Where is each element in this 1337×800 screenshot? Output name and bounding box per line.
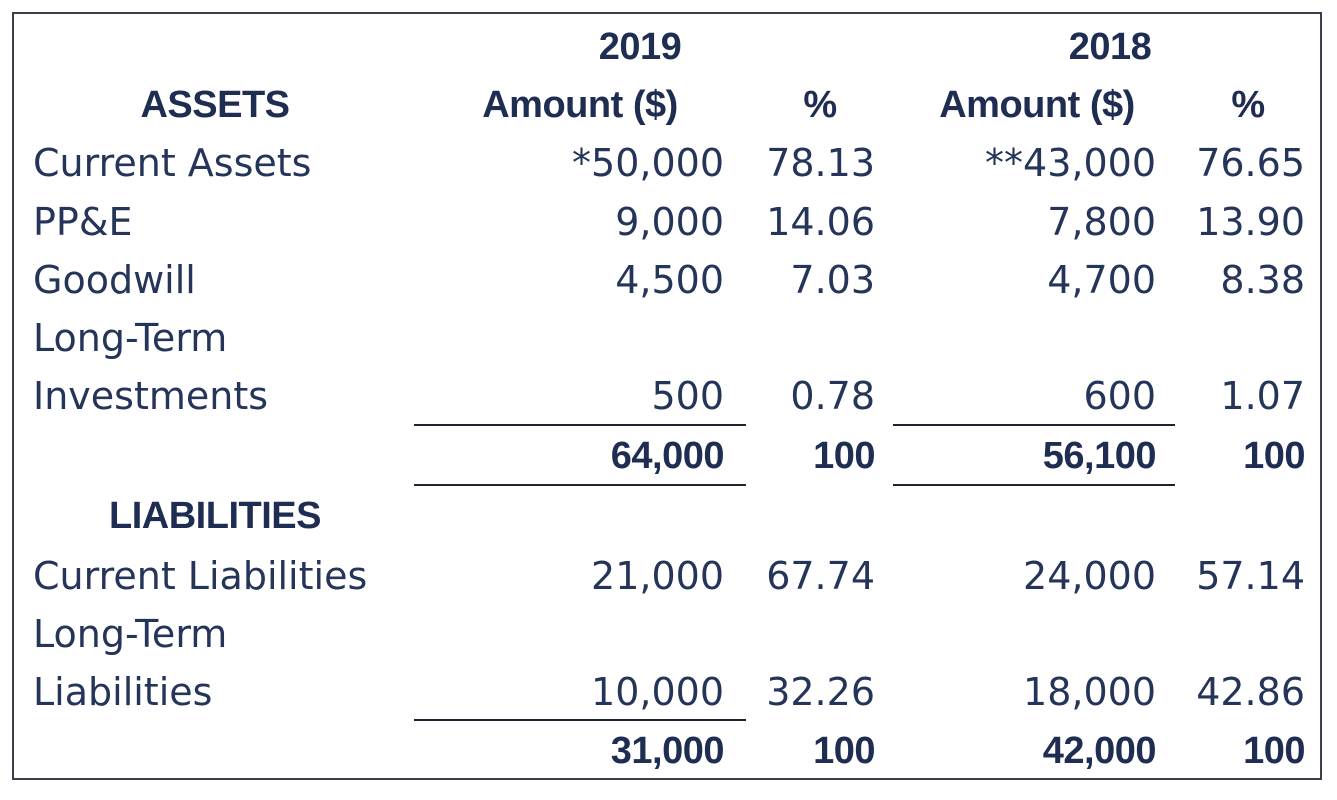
assets-heading: ASSETS <box>140 84 290 126</box>
goodwill-amount-2018: 4,700 <box>1047 258 1156 302</box>
liabilities-subtotal-rule-2019 <box>414 719 746 721</box>
current-assets-amount-2019: *50,000 <box>572 141 724 185</box>
current-liabilities-pct-2019: 67.74 <box>766 554 875 598</box>
current-assets-pct-2018: 76.65 <box>1196 141 1305 185</box>
ppe-amount-2018: 7,800 <box>1047 200 1156 244</box>
year-2019-header: 2019 <box>598 26 682 68</box>
row-label-long-term-liabilities-line1: Long-Term <box>33 612 228 656</box>
row-label-current-assets: Current Assets <box>33 141 312 185</box>
amount-2019-header: Amount ($) <box>482 84 678 126</box>
liabilities-heading: LIABILITIES <box>109 495 321 537</box>
pct-2019-header: % <box>803 84 837 126</box>
row-label-long-term-investments-line1: Long-Term <box>33 316 228 360</box>
lt-investments-pct-2018: 1.07 <box>1220 374 1305 418</box>
row-label-long-term-liabilities-line2: Liabilities <box>33 670 213 714</box>
current-assets-amount-2018: **43,000 <box>985 141 1156 185</box>
lt-liabilities-amount-2018: 18,000 <box>1023 670 1156 714</box>
assets-total-rule-2018 <box>893 484 1175 486</box>
balance-sheet-table <box>12 12 1322 780</box>
amount-2018-header: Amount ($) <box>939 84 1135 126</box>
row-label-ppe: PP&E <box>33 200 133 244</box>
goodwill-pct-2019: 7.03 <box>790 258 875 302</box>
current-liabilities-amount-2019: 21,000 <box>591 554 724 598</box>
row-label-goodwill: Goodwill <box>33 258 196 302</box>
assets-total-amount-2019: 64,000 <box>610 435 725 477</box>
current-liabilities-amount-2018: 24,000 <box>1023 554 1156 598</box>
assets-total-pct-2018: 100 <box>1243 435 1305 477</box>
ppe-pct-2018: 13.90 <box>1196 200 1305 244</box>
assets-total-rule-2019 <box>414 484 746 486</box>
assets-total-pct-2019: 100 <box>813 435 875 477</box>
pct-2018-header: % <box>1231 84 1265 126</box>
liabilities-total-amount-2019: 31,000 <box>610 730 725 772</box>
liabilities-total-pct-2018: 100 <box>1243 730 1305 772</box>
ppe-amount-2019: 9,000 <box>615 200 724 244</box>
goodwill-amount-2019: 4,500 <box>615 258 724 302</box>
liabilities-total-pct-2019: 100 <box>813 730 875 772</box>
current-assets-pct-2019: 78.13 <box>766 141 875 185</box>
assets-total-amount-2018: 56,100 <box>1042 435 1157 477</box>
lt-investments-amount-2019: 500 <box>651 374 724 418</box>
lt-liabilities-pct-2018: 42.86 <box>1196 670 1305 714</box>
assets-subtotal-rule-2019 <box>414 424 746 426</box>
lt-liabilities-pct-2019: 32.26 <box>766 670 875 714</box>
assets-subtotal-rule-2018 <box>893 424 1175 426</box>
liabilities-total-amount-2018: 42,000 <box>1042 730 1157 772</box>
current-liabilities-pct-2018: 57.14 <box>1196 554 1305 598</box>
year-2018-header: 2018 <box>1068 26 1152 68</box>
ppe-pct-2019: 14.06 <box>766 200 875 244</box>
lt-liabilities-amount-2019: 10,000 <box>591 670 724 714</box>
goodwill-pct-2018: 8.38 <box>1220 258 1305 302</box>
lt-investments-pct-2019: 0.78 <box>790 374 875 418</box>
row-label-long-term-investments-line2: Investments <box>33 374 269 418</box>
lt-investments-amount-2018: 600 <box>1083 374 1156 418</box>
row-label-current-liabilities: Current Liabilities <box>33 554 368 598</box>
